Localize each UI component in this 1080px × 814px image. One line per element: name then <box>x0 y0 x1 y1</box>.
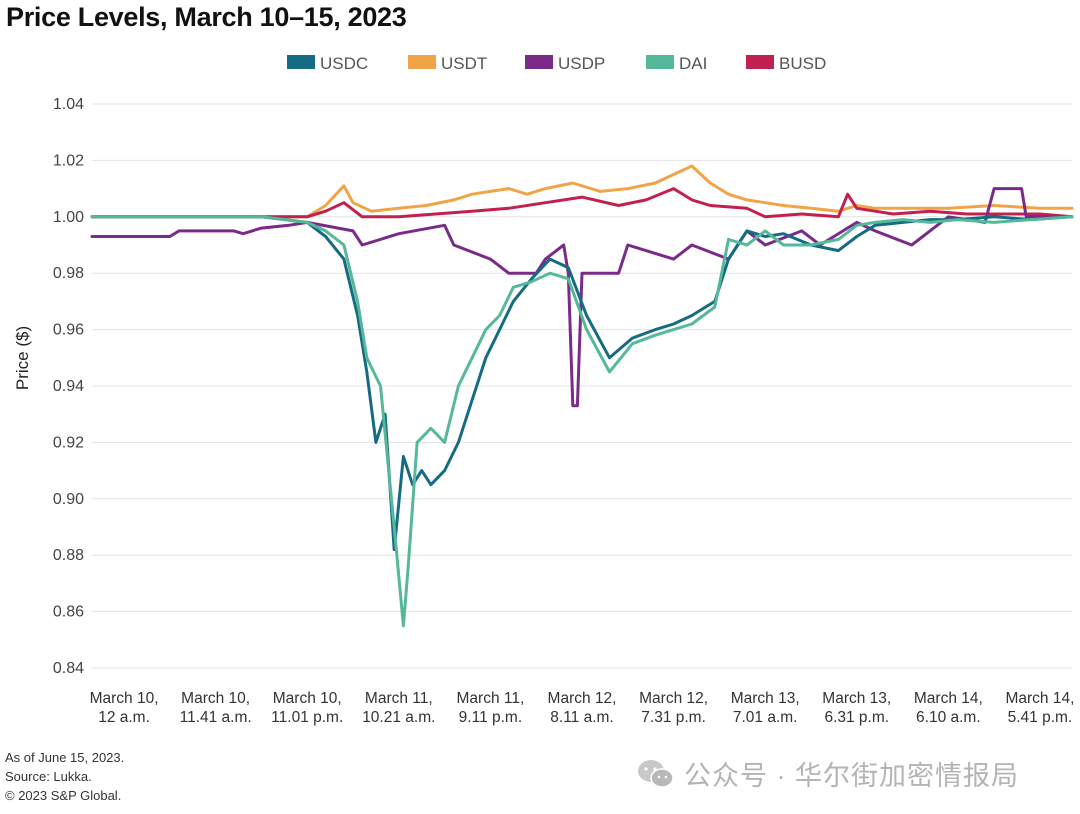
note-date: As of June 15, 2023. <box>5 750 125 765</box>
x-tick-label: March 14, <box>1005 690 1074 707</box>
chart-legend: USDC USDT USDP DAI BUSD <box>287 54 826 73</box>
x-tick-label: March 11, <box>365 690 433 707</box>
legend-label-usdt: USDT <box>441 54 487 73</box>
y-axis: 1.04 1.02 1.00 0.98 0.96 0.94 0.92 0.90 0.88 0.86… <box>53 96 84 677</box>
x-tick-label: 7.01 a.m. <box>733 709 798 726</box>
x-tick-label: 6.10 a.m. <box>916 709 981 726</box>
legend-label-usdc: USDC <box>320 54 368 73</box>
y-tick-label: 0.84 <box>53 660 84 677</box>
line-chart: USDC USDT USDP DAI BUSD 1.04 1.02 1.00 0.98 0.96… <box>13 54 1075 726</box>
legend-swatch-busd <box>746 55 774 69</box>
legend-swatch-usdt <box>408 55 436 69</box>
wechat-icon <box>638 759 674 788</box>
x-tick-label: March 10, <box>181 690 250 707</box>
x-tick-label: March 10, <box>90 690 159 707</box>
y-tick-label: 1.00 <box>53 209 84 226</box>
x-tick-label: March 12, <box>639 690 708 707</box>
note-source: Source: Lukka. <box>5 769 92 784</box>
series-line-usdc <box>90 215 1074 552</box>
x-tick-label: 9.11 p.m. <box>459 709 522 726</box>
y-tick-label: 0.86 <box>53 604 84 621</box>
x-tick-label: 5.41 p.m. <box>1008 709 1073 726</box>
series-line-dai <box>90 215 1074 628</box>
x-tick-label: March 13, <box>822 690 891 707</box>
note-copyright: © 2023 S&P Global. <box>5 788 122 803</box>
y-tick-label: 0.88 <box>53 547 84 564</box>
chart-gridlines <box>92 103 1072 669</box>
legend-swatch-usdc <box>287 55 315 69</box>
x-tick-label: 11.41 a.m. <box>180 709 252 726</box>
x-tick-label: 11.01 p.m. <box>271 709 343 726</box>
x-tick-label: March 14, <box>914 690 983 707</box>
x-tick-label: 8.11 a.m. <box>550 709 613 726</box>
x-axis: March 10, 12 a.m. March 10, 11.41 a.m. March… <box>90 690 1075 726</box>
y-tick-label: 1.04 <box>53 96 84 113</box>
y-tick-label: 0.96 <box>53 322 84 339</box>
series-line-usdt <box>90 164 1074 219</box>
x-tick-label: March 10, <box>273 690 342 707</box>
y-tick-label: 0.98 <box>53 265 84 282</box>
chart-title: Price Levels, March 10–15, 2023 <box>6 2 407 32</box>
legend-swatch-usdp <box>525 55 553 69</box>
y-axis-title: Price ($) <box>13 326 32 390</box>
x-tick-label: March 13, <box>731 690 800 707</box>
series-line-busd <box>90 187 1074 219</box>
legend-label-dai: DAI <box>679 54 707 73</box>
legend-label-usdp: USDP <box>558 54 605 73</box>
x-tick-label: 7.31 p.m. <box>641 709 706 726</box>
x-tick-label: 10.21 a.m. <box>362 709 435 726</box>
chart-notes: As of June 15, 2023. Source: Lukka. © 20… <box>5 748 124 805</box>
x-tick-label: 6.31 p.m. <box>824 709 889 726</box>
x-tick-label: 12 a.m. <box>98 709 150 726</box>
legend-swatch-dai <box>646 55 674 69</box>
chart-series <box>90 164 1074 628</box>
y-tick-label: 0.92 <box>53 434 84 451</box>
x-tick-label: March 11, <box>457 690 525 707</box>
legend-label-busd: BUSD <box>779 54 826 73</box>
y-tick-label: 0.94 <box>53 378 84 395</box>
y-tick-label: 1.02 <box>53 152 84 169</box>
watermark-text: 公众号 · 华尔街加密情报局 <box>684 761 1019 791</box>
watermark: 公众号 · 华尔街加密情报局 <box>636 754 1019 793</box>
y-tick-label: 0.90 <box>53 491 84 508</box>
x-tick-label: March 12, <box>548 690 617 707</box>
